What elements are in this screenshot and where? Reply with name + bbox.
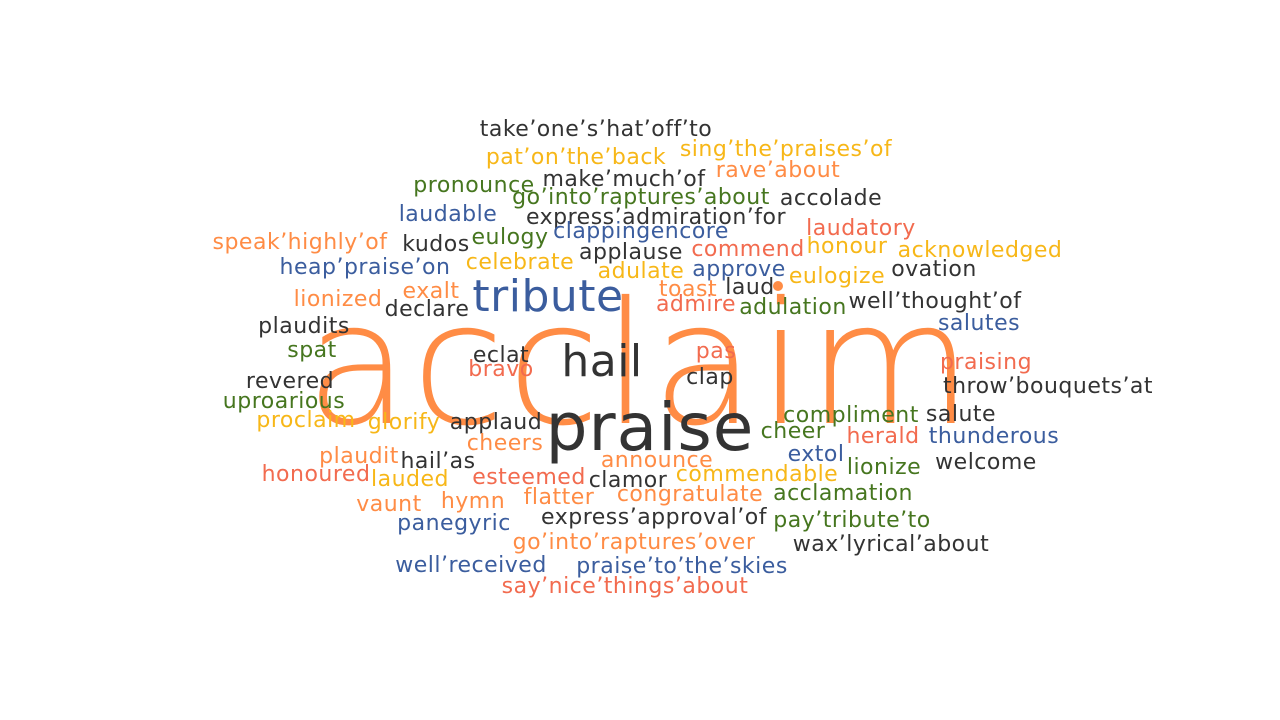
word-speak-highly-of: speak’highly’of	[212, 230, 388, 255]
word-pronounce: pronounce	[413, 173, 535, 198]
word-plaudits: plaudits	[258, 314, 350, 339]
word-acclaim: acclaim	[305, 266, 975, 464]
word-adulation: adulation	[739, 295, 847, 320]
word-welcome: welcome	[935, 450, 1037, 475]
word-lionize: lionize	[846, 455, 922, 480]
word-praise-to-the-skies: praise’to’the’skies	[576, 554, 788, 579]
word-bravo: bravo	[468, 357, 534, 382]
word-well-thought-of: well’thought’of	[848, 289, 1022, 314]
word-declare: declare	[384, 297, 470, 322]
word-salutes: salutes	[937, 311, 1021, 336]
word-pay-tribute-to: pay’tribute’to	[773, 508, 931, 533]
word-toast: toast	[658, 277, 718, 302]
accent-dot	[773, 281, 783, 291]
word-acclamation: acclamation	[773, 481, 913, 506]
word-ovation: ovation	[891, 257, 977, 282]
word-honour: honour	[806, 234, 888, 259]
word-vaunt: vaunt	[356, 492, 422, 517]
word-flatter: flatter	[523, 485, 595, 510]
word-spat: spat	[287, 338, 337, 363]
word-throw-bouquets-at: throw’bouquets’at	[942, 374, 1154, 399]
word-say-nice-things-about: say’nice’things’about	[501, 574, 749, 599]
word-revered: revered	[245, 369, 335, 394]
word-praising: praising	[939, 350, 1033, 375]
word-go-into-raptures-about: go’into’raptures’about	[512, 185, 770, 210]
word-eulogize: eulogize	[788, 264, 886, 289]
word-honoured: honoured	[261, 462, 371, 487]
word-clamor: clamor	[588, 468, 668, 493]
word-tribute: tribute	[472, 271, 624, 322]
word-laudatory: laudatory	[806, 216, 916, 241]
word-extol: extol	[787, 442, 845, 467]
word-sing-the-praises-of: sing’the’praises’of	[679, 137, 893, 162]
word-eclat: eclat	[472, 343, 530, 368]
word-take-one-s-hat-off-to: take’one’s’hat’off’to	[479, 117, 713, 142]
word-applaud: applaud	[449, 410, 543, 435]
word-kudos: kudos	[402, 232, 470, 257]
word-accolade: accolade	[779, 186, 883, 211]
word-thunderous: thunderous	[928, 424, 1060, 449]
word-admire: admire	[655, 292, 737, 317]
word-pas: pas	[695, 339, 737, 364]
word-express-admiration-for: express’admiration’for	[525, 205, 787, 230]
word-salute: salute	[925, 402, 997, 427]
word-cheer: cheer	[760, 419, 826, 444]
word-pat-on-the-back: pat’on’the’back	[485, 145, 667, 170]
word-plaudit: plaudit	[319, 444, 399, 469]
word-hail-as: hail’as	[400, 449, 476, 474]
word-eulogy: eulogy	[471, 225, 549, 250]
word-commendable: commendable	[675, 462, 839, 487]
word-uproarious: uproarious	[222, 389, 346, 414]
word-acknowledged: acknowledged	[897, 238, 1063, 263]
word-panegyric: panegyric	[397, 511, 511, 536]
word-well-received: well’received	[395, 553, 547, 578]
word-lauded: lauded	[370, 467, 450, 492]
word-compliment: compliment	[783, 403, 919, 428]
word-express-approval-of: express’approval’of	[541, 505, 767, 530]
word-announce: announce	[600, 448, 714, 473]
word-lionized: lionized	[293, 287, 383, 312]
word-praise: praise	[545, 389, 755, 466]
word-approve: approve	[692, 257, 786, 282]
word-rave-about: rave’about	[715, 158, 841, 183]
word-celebrate: celebrate	[465, 250, 575, 275]
word-adulate: adulate	[597, 259, 685, 284]
word-laudable: laudable	[398, 202, 498, 227]
word-herald: herald	[846, 424, 920, 449]
word-applause: applause	[579, 240, 683, 265]
word-clap: clap	[686, 365, 734, 390]
word-wax-lyrical-about: wax’lyrical’about	[792, 532, 990, 557]
word-clappingencore: clappingencore	[553, 219, 729, 244]
word-hail: hail	[561, 336, 643, 387]
word-go-into-raptures-over: go’into’raptures’over	[512, 530, 756, 555]
word-esteemed: esteemed	[472, 465, 586, 490]
word-commend: commend	[691, 237, 805, 262]
word-laud: laud	[725, 275, 775, 300]
word-cheers: cheers	[466, 431, 544, 456]
word-glorify: glorify	[367, 410, 441, 435]
word-make-much-of: make’much’of	[542, 167, 706, 192]
word-exalt: exalt	[402, 279, 460, 304]
word-congratulate: congratulate	[616, 482, 764, 507]
word-proclaim: proclaim	[256, 408, 356, 433]
word-heap-praise-on: heap’praise’on	[279, 255, 451, 280]
word-hymn: hymn	[440, 489, 506, 514]
